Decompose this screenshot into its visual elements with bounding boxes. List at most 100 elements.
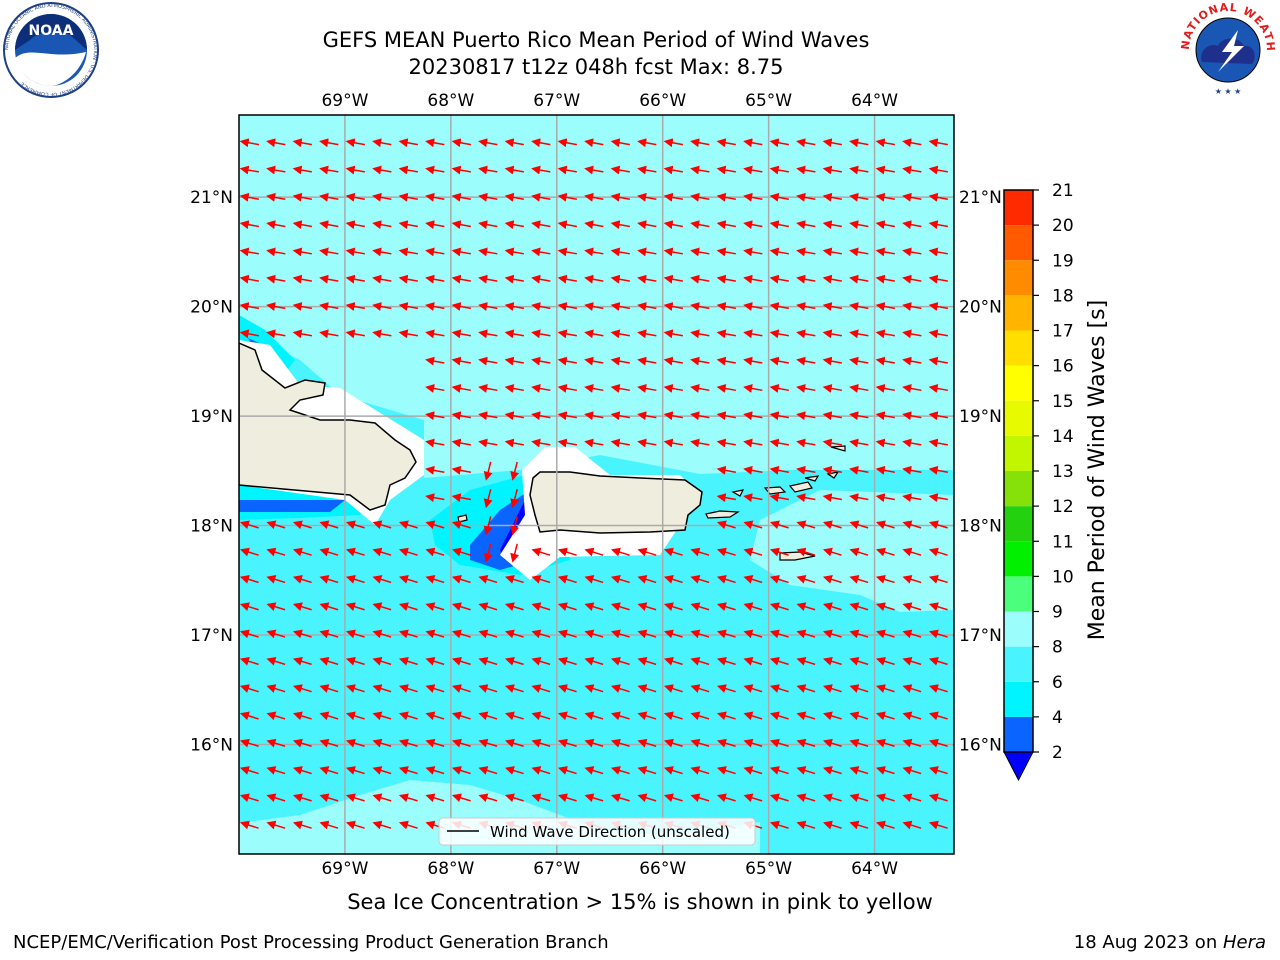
wave-arrow <box>928 602 948 611</box>
colorbar-tick-label: 11 <box>1052 532 1074 552</box>
wave-arrow <box>663 629 683 639</box>
colorbar-segment <box>1004 400 1033 436</box>
wave-arrow <box>716 656 736 666</box>
st-john-island <box>788 481 813 493</box>
wave-arrow <box>663 138 683 148</box>
wave-arrow <box>292 711 312 721</box>
wave-arrow <box>690 766 710 775</box>
svg-text:★ ★ ★: ★ ★ ★ <box>1215 87 1242 96</box>
wave-arrow <box>372 274 392 284</box>
wave-arrow <box>902 192 922 202</box>
wave-arrow <box>637 384 657 393</box>
wave-arrow <box>716 384 736 393</box>
wave-arrow <box>610 684 630 693</box>
wave-arrow <box>292 165 312 175</box>
wave-arrow <box>584 575 604 584</box>
wave-arrow <box>398 793 418 803</box>
wave-arrow <box>239 629 259 639</box>
wave-arrow <box>292 684 312 693</box>
wave-arrow <box>292 656 312 666</box>
wave-arrow <box>796 493 816 503</box>
wave-arrow <box>398 738 418 748</box>
wave-arrow <box>478 711 498 721</box>
wave-arrow <box>902 384 922 393</box>
wave-arrow <box>769 220 789 230</box>
wave-arrow <box>875 302 895 311</box>
wave-arrow <box>345 766 365 775</box>
wave-arrow <box>425 356 445 366</box>
wave-arrow <box>266 575 286 584</box>
wave-arrow <box>663 793 683 803</box>
wave-arrow <box>584 629 604 639</box>
wave-arrow <box>584 438 604 448</box>
wave-arrow <box>637 656 657 666</box>
noaa-logo: NOAA NATIONAL OCEANIC AND ATMOSPHERIC AD… <box>3 2 99 98</box>
wave-arrow <box>584 684 604 693</box>
wave-arrow <box>716 356 736 366</box>
wave-arrow <box>637 274 657 284</box>
wave-arrow <box>690 138 710 148</box>
wave-arrow <box>822 302 842 311</box>
wave-arrow <box>610 738 630 748</box>
wave-arrow <box>557 165 577 175</box>
wave-arrow <box>663 711 683 721</box>
wave-arrow <box>875 547 895 557</box>
wave-arrow <box>690 356 710 366</box>
wave-arrow <box>637 165 657 175</box>
wave-arrow <box>266 820 286 830</box>
wave-arrow <box>822 575 842 584</box>
lon-label-bottom: 68°W <box>427 859 474 879</box>
wave-arrow <box>425 329 445 339</box>
wave-arrow <box>478 738 498 748</box>
wave-arrow <box>483 543 493 563</box>
wave-arrow <box>557 766 577 775</box>
wave-arrow <box>716 247 736 257</box>
wave-arrow <box>531 738 551 748</box>
chart-title: GEFS MEAN Puerto Rico Mean Period of Win… <box>322 28 870 52</box>
lon-label-bottom: 66°W <box>639 859 686 879</box>
nws-logo: NATIONAL WEATHER SERVICE ★ ★ ★ <box>0 0 1276 96</box>
wave-arrow <box>478 329 498 339</box>
lat-label-right: 19°N <box>959 407 1002 427</box>
wave-arrow <box>716 438 736 448</box>
wave-arrow <box>504 411 524 421</box>
wave-arrow <box>663 738 683 748</box>
wave-arrow <box>822 547 842 557</box>
wave-arrow <box>849 384 869 393</box>
wave-arrow <box>478 438 498 448</box>
wave-arrow <box>557 656 577 666</box>
wave-arrow <box>637 547 657 557</box>
wave-arrow <box>451 438 471 448</box>
wave-arrow <box>690 684 710 693</box>
mona-island <box>457 514 468 523</box>
wave-arrow <box>637 329 657 339</box>
colorbar-tick-label: 15 <box>1052 392 1074 412</box>
wave-arrow <box>875 493 895 503</box>
wave-arrow <box>663 192 683 202</box>
wave-arrow <box>239 520 259 530</box>
wave-arrow <box>769 329 789 339</box>
colorbar-segment <box>1004 260 1033 296</box>
wave-arrow <box>796 629 816 639</box>
wave-arrow <box>531 547 551 557</box>
colorbar-tick-label: 10 <box>1052 567 1074 587</box>
wave-arrow <box>510 516 519 536</box>
wave-arrow <box>769 629 789 639</box>
wave-arrow <box>610 766 630 775</box>
machine-name: Hera <box>1222 932 1266 953</box>
wave-arrow <box>239 711 259 721</box>
wave-arrow <box>610 575 630 584</box>
wave-arrow <box>584 192 604 202</box>
wave-arrow <box>822 602 842 611</box>
wave-arrow <box>478 602 498 611</box>
wave-arrow <box>875 520 895 530</box>
wave-arrow <box>451 220 471 230</box>
wave-arrow <box>398 247 418 257</box>
wave-arrow <box>425 384 445 393</box>
wave-arrow <box>849 192 869 202</box>
wave-arrow <box>690 329 710 339</box>
wave-arrow <box>345 711 365 721</box>
wave-arrow <box>504 738 524 748</box>
wave-arrow <box>902 656 922 666</box>
wave-arrow <box>451 329 471 339</box>
